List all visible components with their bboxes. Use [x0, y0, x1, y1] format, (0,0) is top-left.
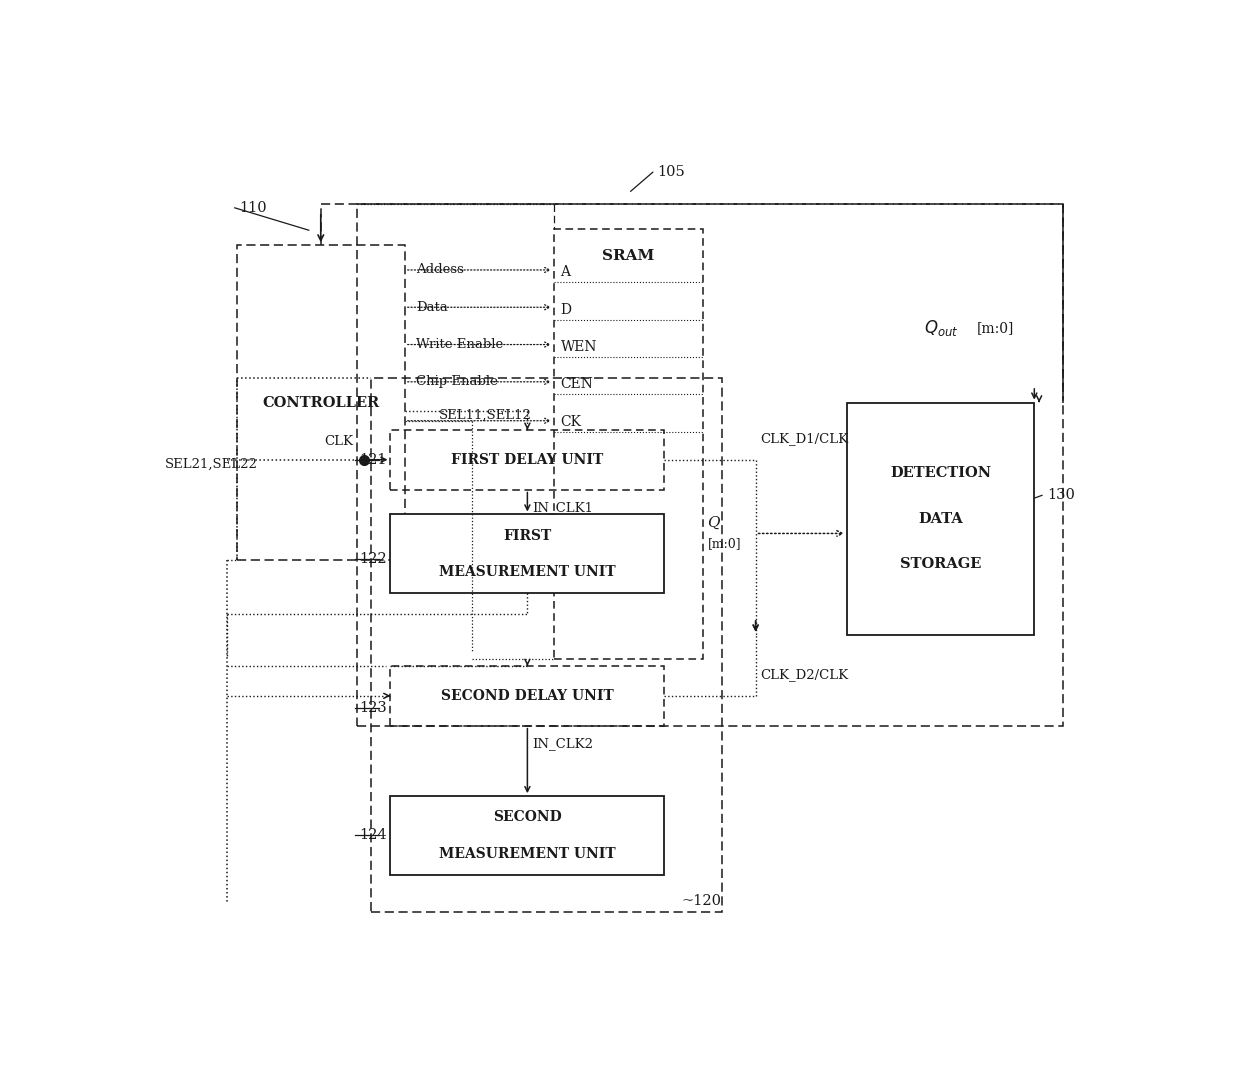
Bar	[371, 378, 722, 912]
Text: Q: Q	[708, 515, 720, 529]
Bar	[391, 430, 665, 490]
Text: CLK_D1/CLK: CLK_D1/CLK	[760, 433, 848, 445]
Text: IN_CLK1: IN_CLK1	[532, 501, 593, 514]
Text: Data: Data	[417, 301, 449, 314]
Text: MEASUREMENT UNIT: MEASUREMENT UNIT	[439, 847, 616, 861]
Text: 122: 122	[360, 552, 387, 566]
Text: SECOND: SECOND	[494, 810, 562, 824]
Bar	[391, 796, 665, 875]
Text: STORAGE: STORAGE	[900, 557, 981, 571]
Bar	[391, 514, 665, 593]
Text: Write Enable: Write Enable	[417, 338, 503, 351]
Bar	[391, 666, 665, 725]
Text: [m:0]: [m:0]	[977, 321, 1014, 335]
Bar	[237, 245, 404, 560]
Text: ~120: ~120	[682, 894, 722, 908]
Text: CLK: CLK	[324, 435, 353, 448]
Text: CEN: CEN	[560, 378, 594, 392]
Bar	[847, 402, 1034, 635]
Text: DETECTION: DETECTION	[890, 466, 991, 480]
Text: SECOND DELAY UNIT: SECOND DELAY UNIT	[441, 689, 614, 703]
Text: 124: 124	[360, 829, 387, 843]
Text: WEN: WEN	[560, 340, 596, 354]
Text: CK: CK	[560, 414, 582, 428]
Text: FIRST: FIRST	[503, 528, 552, 542]
Text: IN_CLK2: IN_CLK2	[532, 737, 593, 750]
Text: 110: 110	[239, 201, 267, 215]
Text: MEASUREMENT UNIT: MEASUREMENT UNIT	[439, 565, 616, 579]
Bar	[554, 228, 703, 660]
Text: 130: 130	[1047, 489, 1075, 502]
Text: SEL11,SEL12: SEL11,SEL12	[439, 409, 532, 422]
Text: CONTROLLER: CONTROLLER	[262, 396, 379, 410]
Text: Addess: Addess	[417, 264, 464, 277]
Text: CLK_D2/CLK: CLK_D2/CLK	[760, 668, 848, 681]
Bar	[357, 203, 1063, 725]
Text: 105: 105	[657, 166, 686, 180]
Text: FIRST DELAY UNIT: FIRST DELAY UNIT	[451, 453, 604, 467]
Text: DATA: DATA	[919, 511, 963, 525]
Text: 121: 121	[360, 453, 387, 467]
Text: SRAM: SRAM	[603, 250, 655, 264]
Text: $\mathit{Q}_{out}$: $\mathit{Q}_{out}$	[924, 318, 959, 338]
Text: D: D	[560, 302, 572, 316]
Text: Chip Enable: Chip Enable	[417, 376, 498, 388]
Text: A: A	[560, 266, 570, 280]
Text: SEL21,SEL22: SEL21,SEL22	[165, 458, 258, 471]
Text: 123: 123	[360, 702, 387, 716]
Text: [m:0]: [m:0]	[708, 537, 742, 550]
